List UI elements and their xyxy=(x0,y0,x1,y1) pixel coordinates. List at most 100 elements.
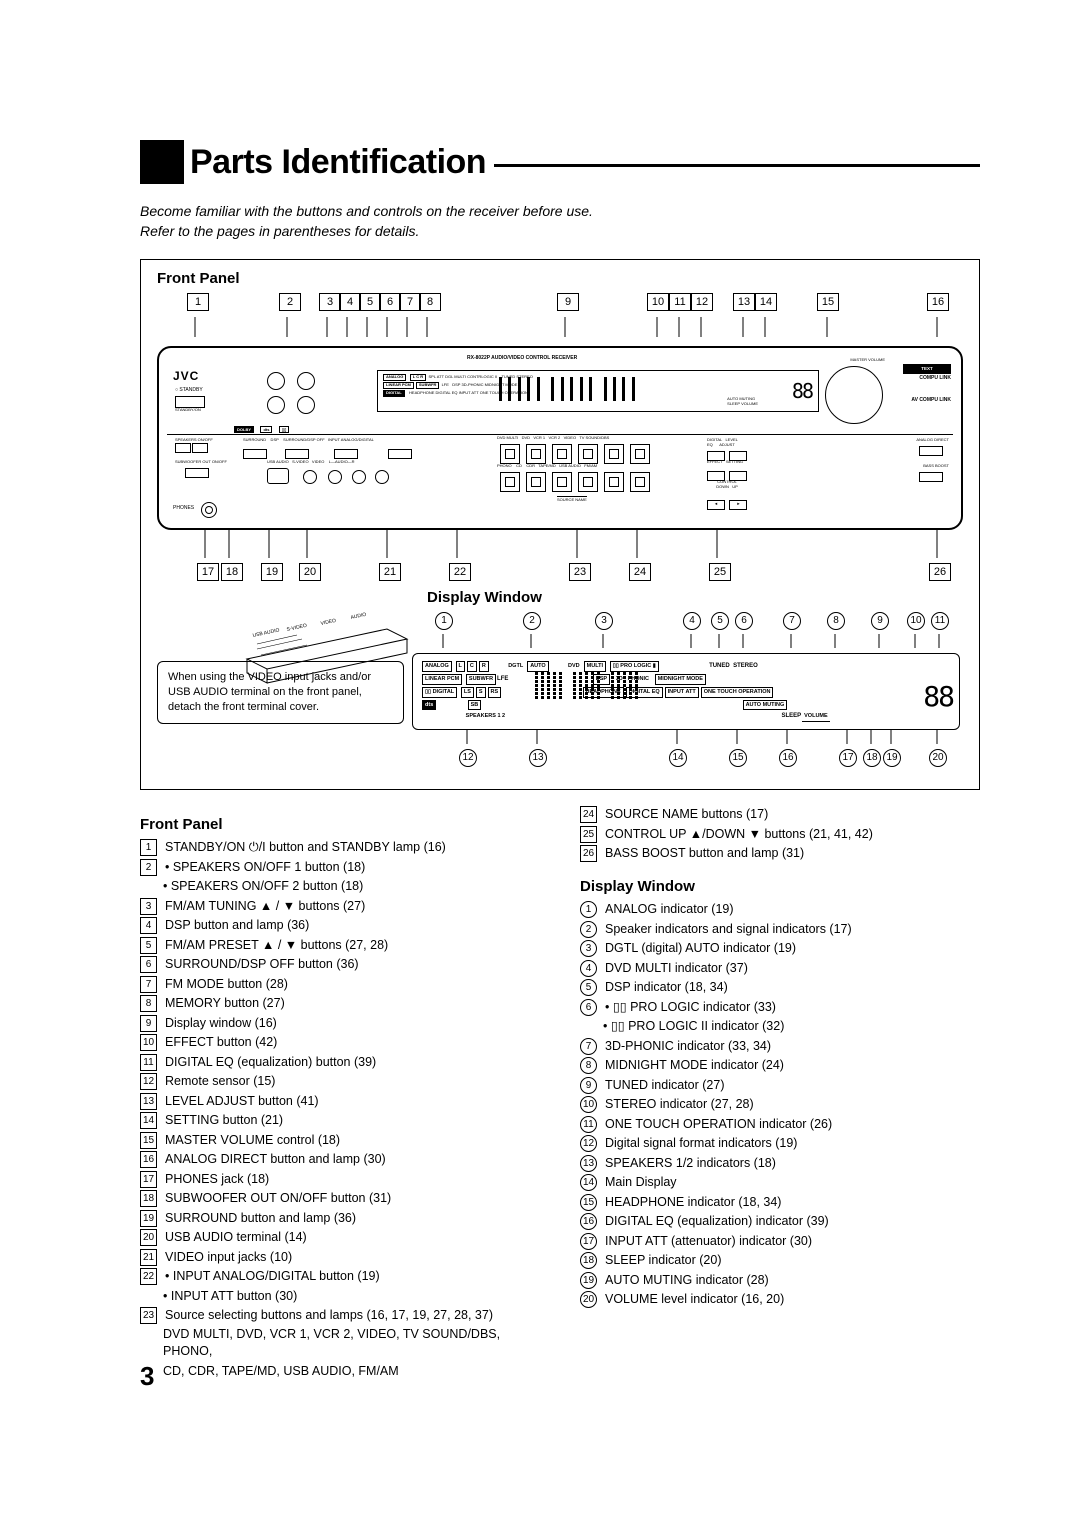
front-panel-heading: Front Panel xyxy=(157,270,963,287)
list-item: 9Display window (16) xyxy=(140,1015,540,1032)
list-item-text: Digital signal format indicators (19) xyxy=(605,1135,797,1152)
list-item-text: STEREO indicator (27, 28) xyxy=(605,1096,754,1113)
square-number: 26 xyxy=(580,845,597,862)
list-item-text: EFFECT button (42) xyxy=(165,1034,277,1051)
top-leaders xyxy=(157,317,957,337)
page-title: Parts Identification xyxy=(190,143,486,182)
callout-5: 5 xyxy=(359,293,381,311)
volume-88: 88 xyxy=(923,680,953,713)
circle-number: 11 xyxy=(580,1116,597,1133)
square-number: 25 xyxy=(580,826,597,843)
callout-11: 11 xyxy=(669,293,691,311)
square-number: 22 xyxy=(140,1268,157,1285)
text-label: TEXT xyxy=(903,364,951,374)
square-number: 13 xyxy=(140,1093,157,1110)
circle-number: 13 xyxy=(580,1155,597,1172)
list-item: 1ANALOG indicator (19) xyxy=(580,901,980,918)
list-item: 16 DIGITAL EQ (equalization) indicator (3… xyxy=(580,1213,980,1230)
callout-23: 23 xyxy=(569,563,591,581)
callout-24: 24 xyxy=(629,563,651,581)
circle-number: 17 xyxy=(580,1233,597,1250)
list-item-text: ONE TOUCH OPERATION indicator (26) xyxy=(605,1116,832,1133)
callout-4: 4 xyxy=(339,293,361,311)
circle-number: 4 xyxy=(580,960,597,977)
callout-2: 2 xyxy=(279,293,301,311)
list-item-text: VOLUME level indicator (16, 20) xyxy=(605,1291,784,1308)
square-number: 12 xyxy=(140,1073,157,1090)
master-volume-label: MASTER VOLUME xyxy=(850,358,885,362)
list-item-text: MEMORY button (27) xyxy=(165,995,285,1012)
list-item: 6• ▯▯ PRO LOGIC indicator (33) xyxy=(580,999,980,1016)
display-window-list-heading: Display Window xyxy=(580,878,980,895)
list-item: 22• INPUT ANALOG/DIGITAL button (19) xyxy=(140,1268,540,1285)
list-item: 26BASS BOOST button and lamp (31) xyxy=(580,845,980,862)
svg-text:AUDIO: AUDIO xyxy=(350,612,367,621)
callout-3: 3 xyxy=(319,293,341,311)
square-number: 7 xyxy=(140,976,157,993)
circle-number: 16 xyxy=(580,1213,597,1230)
list-item: • SPEAKERS ON/OFF 2 button (18) xyxy=(140,878,540,895)
list-item: 1STANDBY/ON ⏻/I button and STANDBY lamp … xyxy=(140,839,540,856)
circle-number: 15 xyxy=(580,1194,597,1211)
list-item-text: DIGITAL EQ (equalization) indicator (39) xyxy=(605,1213,829,1230)
list-item: 11DIGITAL EQ (equalization) button (39) xyxy=(140,1054,540,1071)
list-item-text: 3D-PHONIC indicator (33, 34) xyxy=(605,1038,771,1055)
list-item-text: • ▯▯ PRO LOGIC II indicator (32) xyxy=(603,1018,784,1035)
callout-12: 12 xyxy=(691,293,713,311)
dot-matrix xyxy=(533,672,647,700)
standby-label: ○ STANDBY xyxy=(175,388,203,394)
list-item-text: DGTL (digital) AUTO indicator (19) xyxy=(605,940,796,957)
page-number: 3 xyxy=(140,1361,154,1392)
circle-number: 3 xyxy=(580,940,597,957)
circle-number: 12 xyxy=(580,1135,597,1152)
list-item: 13SPEAKERS 1/2 indicators (18) xyxy=(580,1155,980,1172)
brand-label: JVC xyxy=(173,370,199,383)
list-item-text: Speaker indicators and signal indicators… xyxy=(605,921,852,938)
front-panel-list-cont: 24SOURCE NAME buttons (17)25CONTROL UP ▲… xyxy=(580,806,980,862)
list-item-text: CD, CDR, TAPE/MD, USB AUDIO, FM/AM xyxy=(163,1363,399,1380)
front-panel-diagram: Front Panel 1 2 3 4 5 6 7 8 9 10 11 12 1… xyxy=(140,259,980,790)
list-item-text: FM/AM PRESET ▲ / ▼ buttons (27, 28) xyxy=(165,937,388,954)
list-item: CD, CDR, TAPE/MD, USB AUDIO, FM/AM xyxy=(140,1363,540,1380)
svg-text:VIDEO: VIDEO xyxy=(320,618,337,627)
knob-1 xyxy=(267,372,285,390)
knob-3 xyxy=(267,396,285,414)
list-item-text: Main Display xyxy=(605,1174,677,1191)
intro-line-2: Refer to the pages in parentheses for de… xyxy=(140,223,419,239)
list-item-text: DSP button and lamp (36) xyxy=(165,917,309,934)
intro-text: Become familiar with the buttons and con… xyxy=(140,202,980,241)
list-item: 5FM/AM PRESET ▲ / ▼ buttons (27, 28) xyxy=(140,937,540,954)
standby-on-label: STANDBY/ON xyxy=(175,408,201,412)
list-item-text: STANDBY/ON ⏻/I button and STANDBY lamp (… xyxy=(165,839,446,856)
display-window-heading: Display Window xyxy=(427,589,963,606)
display-window-diagram: USB AUDIO S-VIDEO VIDEO AUDIO When using… xyxy=(157,589,963,779)
callout-21: 21 xyxy=(379,563,401,581)
square-number: 24 xyxy=(580,806,597,823)
callout-10: 10 xyxy=(647,293,669,311)
circle-number: 20 xyxy=(580,1291,597,1308)
list-item: 5DSP indicator (18, 34) xyxy=(580,979,980,996)
legend-right: 24SOURCE NAME buttons (17)25CONTROL UP ▲… xyxy=(580,806,980,1382)
list-item-text: SLEEP indicator (20) xyxy=(605,1252,722,1269)
callout-19: 19 xyxy=(261,563,283,581)
knob-2 xyxy=(297,372,315,390)
list-item-text: DSP indicator (18, 34) xyxy=(605,979,728,996)
list-item: 23Source selecting buttons and lamps (16… xyxy=(140,1307,540,1324)
callout-16: 16 xyxy=(927,293,949,311)
list-item: 13LEVEL ADJUST button (41) xyxy=(140,1093,540,1110)
list-item: 15MASTER VOLUME control (18) xyxy=(140,1132,540,1149)
list-item: 14SETTING button (21) xyxy=(140,1112,540,1129)
list-item: 8MEMORY button (27) xyxy=(140,995,540,1012)
circle-number: 1 xyxy=(580,901,597,918)
list-item-text: USB AUDIO terminal (14) xyxy=(165,1229,307,1246)
list-item-text: MIDNIGHT MODE indicator (24) xyxy=(605,1057,784,1074)
circle-number: 7 xyxy=(580,1038,597,1055)
svg-text:S-VIDEO: S-VIDEO xyxy=(286,623,307,633)
list-item-text: HEADPHONE indicator (18, 34) xyxy=(605,1194,781,1211)
square-number: 3 xyxy=(140,898,157,915)
list-item-text: SURROUND/DSP OFF button (36) xyxy=(165,956,359,973)
source-buttons-bottom xyxy=(497,472,653,497)
circle-number: 9 xyxy=(580,1077,597,1094)
list-item: 11 ONE TOUCH OPERATION indicator (26) xyxy=(580,1116,980,1133)
list-item-text: DIGITAL EQ (equalization) button (39) xyxy=(165,1054,376,1071)
